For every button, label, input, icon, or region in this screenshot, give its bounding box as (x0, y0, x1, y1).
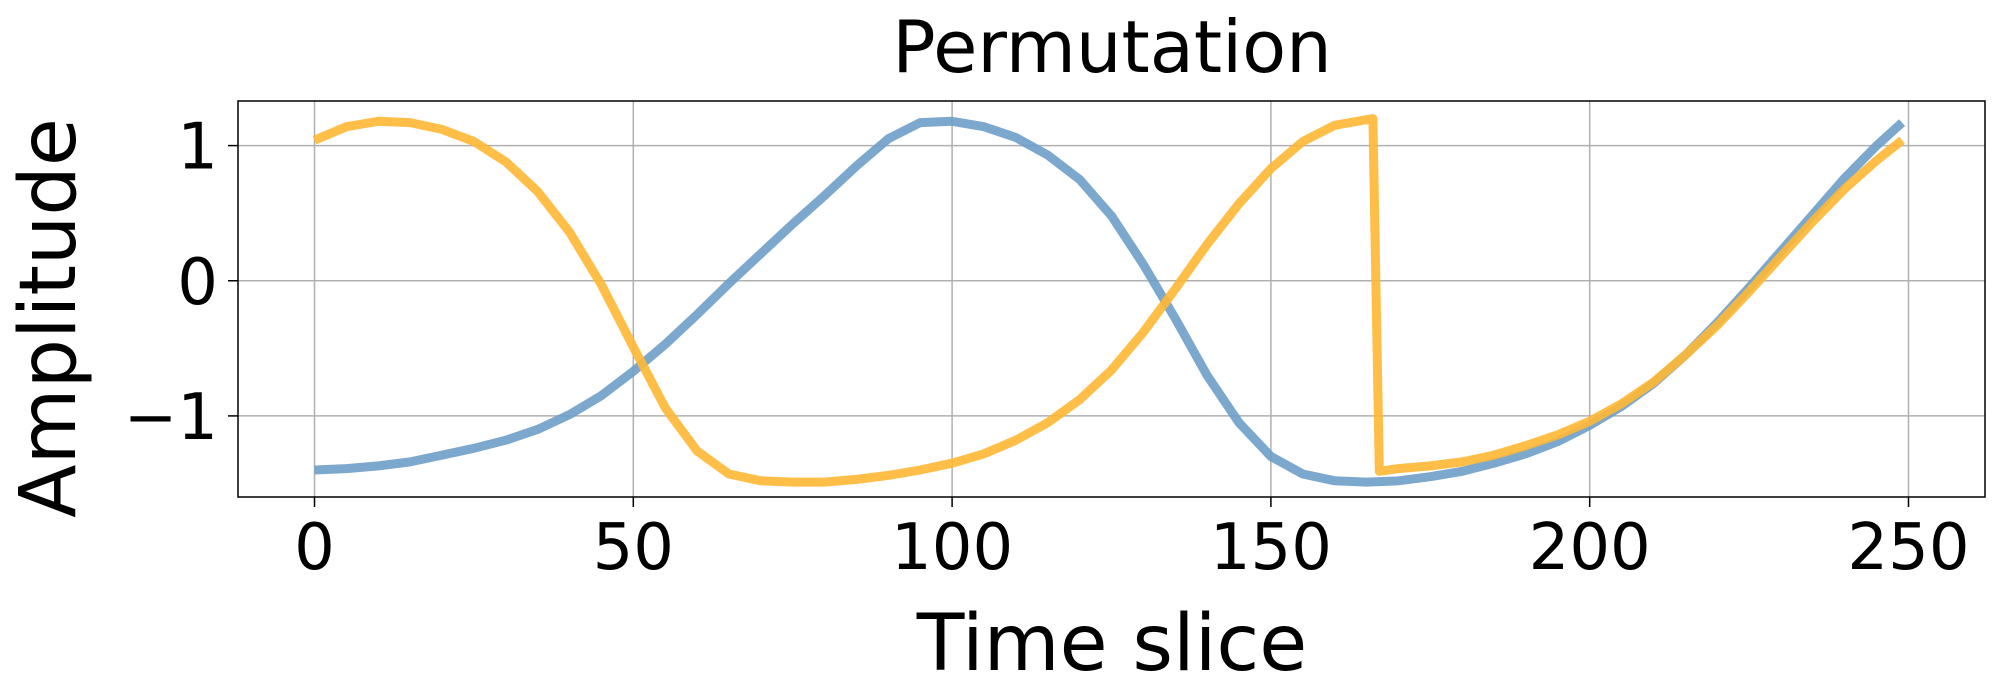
x-tick-label: 250 (1847, 511, 1969, 585)
series-line-1 (314, 116, 1906, 487)
series-layer (312, 114, 1906, 487)
y-tick-label: 1 (177, 111, 218, 185)
y-tick-label: 0 (177, 246, 218, 320)
x-axis: 0 50 100 150 200 250 (294, 497, 1970, 585)
x-tick-label: 150 (1210, 511, 1332, 585)
x-tick-label: 0 (294, 511, 335, 585)
x-axis-title: Time slice (916, 599, 1308, 689)
grid (238, 101, 1985, 497)
plot-frame (237, 100, 1986, 498)
series-line-2 (312, 114, 1905, 487)
y-axis: −1 0 1 (124, 111, 238, 455)
x-tick-label: 200 (1529, 511, 1651, 585)
x-tick-label: 50 (593, 511, 674, 585)
y-tick-label: −1 (124, 381, 218, 455)
x-tick-label: 100 (891, 511, 1013, 585)
chart-title: Permutation (892, 5, 1332, 89)
y-axis-title: Amplitude (4, 118, 94, 518)
